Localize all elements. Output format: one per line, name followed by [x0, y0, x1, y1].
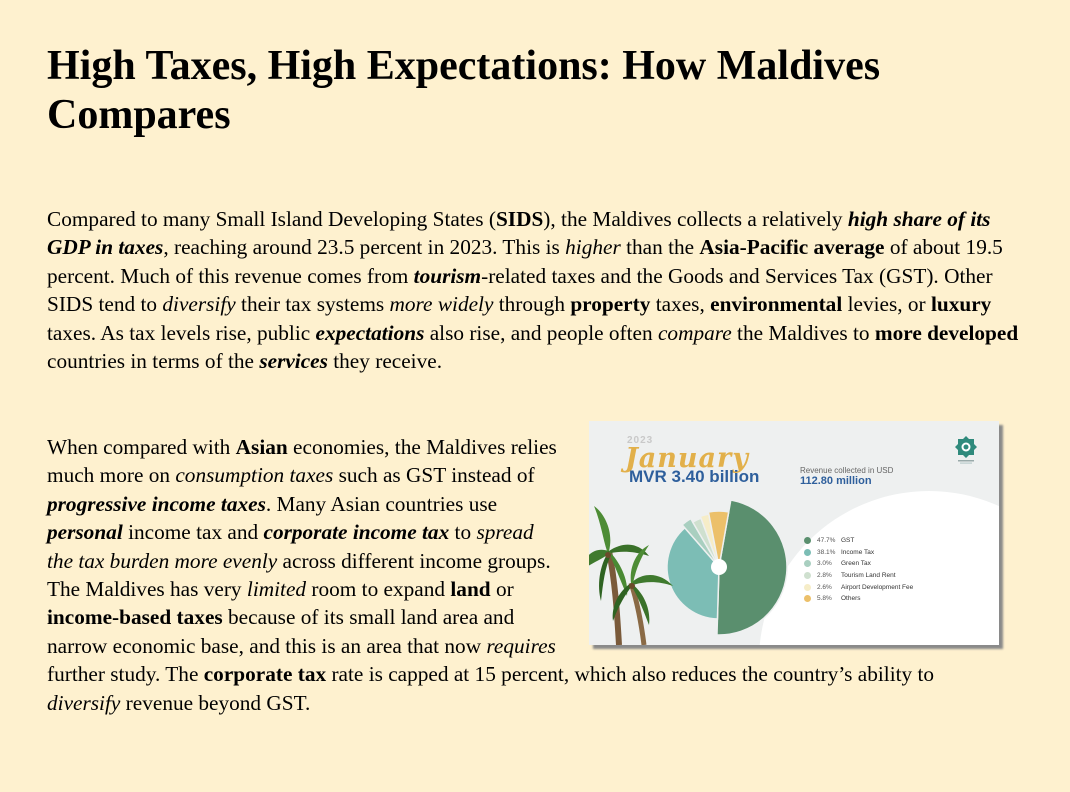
- revenue-infographic: 2023 January MVR 3.40 billion Revenue co…: [589, 421, 999, 645]
- paragraph-sids-comparison: Compared to many Small Island Developing…: [47, 207, 1019, 374]
- revenue-usd-label: Revenue collected in USD: [800, 466, 894, 475]
- legend-swatch: [804, 537, 811, 545]
- pie-center-hole: [711, 559, 727, 575]
- legend-item: 3.0% Green Tax: [804, 558, 913, 570]
- revenue-pie-chart: [666, 501, 788, 636]
- mira-emblem-icon: [955, 436, 977, 464]
- legend-percent: 47.7%: [817, 537, 836, 545]
- legend-label: GST: [841, 537, 855, 545]
- page-title: High Taxes, High Expectations: How Maldi…: [47, 43, 881, 138]
- pie-slice: [707, 510, 730, 568]
- legend-item: 2.6% Airport Development Fee: [804, 581, 913, 593]
- legend-swatch: [804, 548, 811, 556]
- legend-swatch: [804, 572, 811, 580]
- legend-item: 5.8% Others: [804, 593, 913, 605]
- legend-label: Tourism Land Rent: [841, 572, 896, 580]
- legend-label: Airport Development Fee: [841, 583, 914, 591]
- palm-tree-illustration: [589, 506, 673, 645]
- legend-percent: 2.8%: [817, 572, 832, 580]
- revenue-usd-value: 112.80 million: [800, 475, 872, 487]
- infographic-month: January: [625, 443, 749, 474]
- legend-label: Green Tax: [841, 560, 871, 568]
- paragraph-asia-comparison: When compared with Asian economies, the …: [47, 433, 997, 717]
- pie-slice: [681, 517, 720, 568]
- legend-swatch: [804, 595, 811, 603]
- legend-percent: 3.0%: [817, 560, 832, 568]
- legend-item: 47.7% GST: [804, 535, 913, 547]
- infographic-year: 2023: [627, 435, 654, 446]
- legend-item: 38.1% Income Tax: [804, 547, 913, 559]
- pie-legend: 47.7% GST 38.1% Income Tax 3.0% Green Tax 2.8%…: [804, 535, 913, 605]
- legend-swatch: [804, 583, 811, 591]
- legend-percent: 5.8%: [817, 595, 832, 603]
- legend-percent: 2.6%: [817, 583, 832, 591]
- legend-label: Income Tax: [841, 548, 875, 556]
- pie-slice: [716, 501, 788, 636]
- infographic-total-mvr: MVR 3.40 billion: [629, 467, 760, 486]
- legend-label: Others: [841, 595, 861, 603]
- legend-percent: 38.1%: [817, 548, 836, 556]
- legend-item: 2.8% Tourism Land Rent: [804, 570, 913, 582]
- legend-swatch: [804, 560, 811, 568]
